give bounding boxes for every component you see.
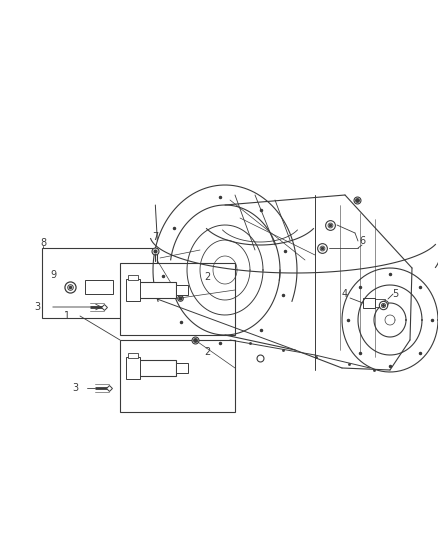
- Text: 9: 9: [50, 270, 56, 280]
- Bar: [126, 279, 140, 301]
- Text: 1: 1: [64, 311, 70, 321]
- Bar: [120, 263, 235, 335]
- Text: 7: 7: [152, 232, 158, 242]
- Bar: [128, 275, 138, 280]
- Text: 4: 4: [342, 289, 348, 299]
- Bar: [138, 360, 176, 376]
- Text: 3: 3: [72, 383, 78, 393]
- Text: 2: 2: [204, 347, 210, 357]
- Bar: [126, 357, 140, 379]
- Text: 5: 5: [392, 289, 398, 299]
- Text: 3: 3: [34, 302, 40, 312]
- Bar: [375, 299, 385, 307]
- Text: 8: 8: [40, 238, 46, 248]
- Bar: [85, 280, 113, 294]
- Bar: [176, 363, 188, 373]
- Bar: [128, 353, 138, 358]
- Bar: [138, 282, 176, 298]
- Bar: [42, 248, 157, 318]
- Text: 6: 6: [359, 236, 365, 246]
- Bar: [363, 298, 375, 308]
- Bar: [176, 285, 188, 295]
- Bar: [120, 340, 235, 412]
- Text: 2: 2: [204, 272, 210, 282]
